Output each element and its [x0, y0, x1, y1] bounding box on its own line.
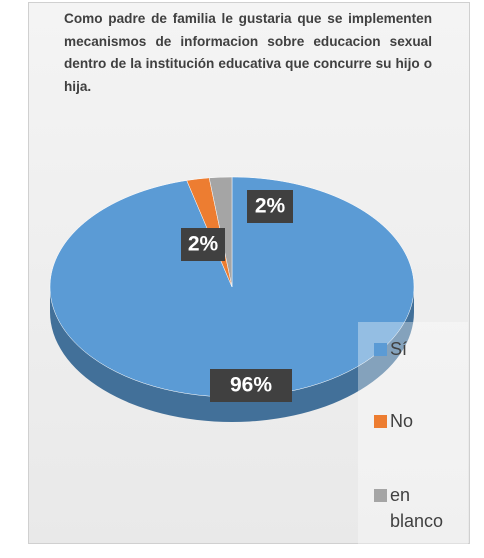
- legend-entry: en blanco: [374, 482, 464, 534]
- data-label-box: [181, 228, 225, 261]
- legend-entry: No: [374, 408, 464, 434]
- legend-swatch: [374, 489, 387, 502]
- legend-swatch: [374, 343, 387, 356]
- chart-title: Como padre de familia le gustaria que se…: [64, 11, 432, 94]
- legend-label: en blanco: [390, 485, 444, 531]
- data-label: 2%: [255, 195, 286, 218]
- data-label-box: [210, 369, 292, 402]
- legend-label: Sí: [390, 339, 408, 359]
- legend-label: No: [390, 411, 414, 431]
- legend: Sí No en blanco: [358, 322, 468, 544]
- legend-entry: Sí: [374, 336, 464, 362]
- slice-side: [50, 287, 414, 422]
- data-label: 96%: [230, 374, 272, 397]
- data-label: 2%: [188, 233, 219, 256]
- legend-swatch: [374, 415, 387, 428]
- data-label-box: [247, 190, 293, 223]
